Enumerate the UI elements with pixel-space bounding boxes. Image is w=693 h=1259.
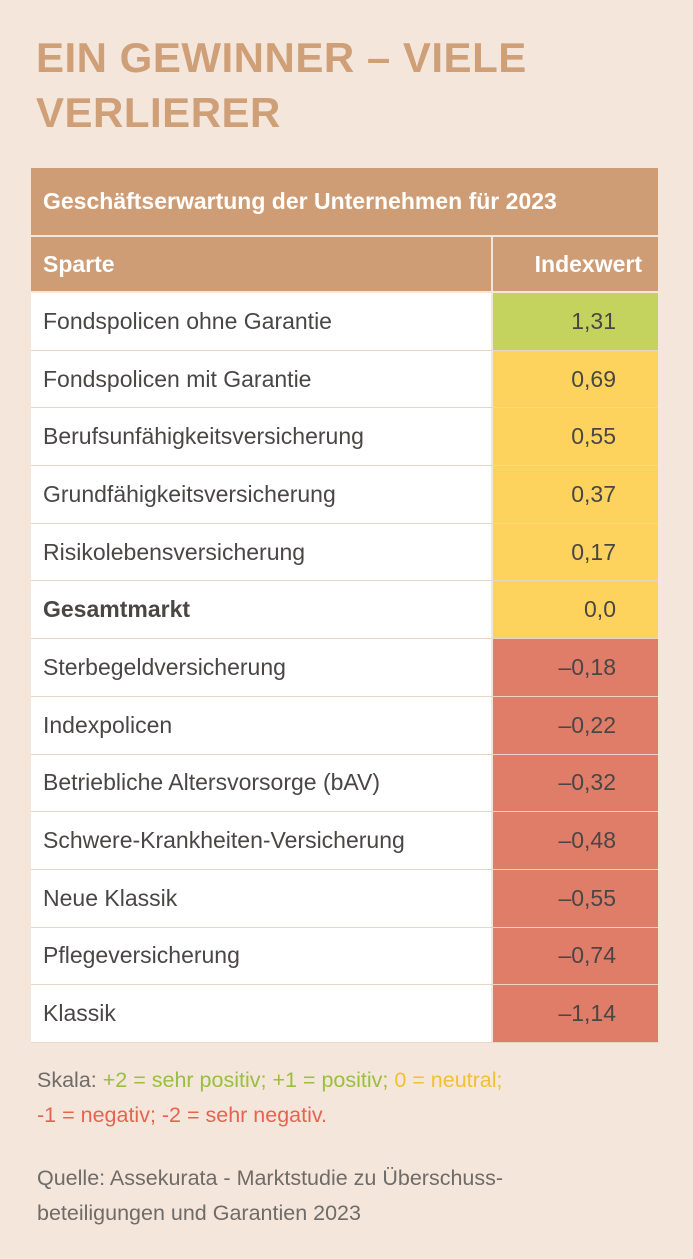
row-value: 0,0 — [493, 581, 658, 639]
row-value: –1,14 — [493, 985, 658, 1042]
table-row: Pflegeversicherung –0,74 — [31, 927, 658, 986]
source-line-1: Quelle: Assekurata - Marktstudie zu Über… — [37, 1166, 504, 1190]
row-value: –0,22 — [493, 696, 658, 754]
row-value: 0,17 — [493, 523, 658, 581]
row-value: 1,31 — [493, 293, 658, 350]
table-row: Risikolebensversicherung 0,17 — [31, 523, 658, 582]
table-row: Betriebliche Altersvorsorge (bAV) –0,32 — [31, 754, 658, 813]
table-caption: Geschäftserwartung der Unternehmen für 2… — [31, 168, 658, 237]
row-label: Sterbegeldversicherung — [31, 639, 493, 696]
row-label: Gesamtmarkt — [31, 581, 493, 639]
scale-very-positive: +2 = sehr positiv; — [102, 1068, 273, 1092]
source-note: Quelle: Assekurata - Marktstudie zu Über… — [37, 1161, 657, 1231]
row-label: Indexpolicen — [31, 696, 493, 754]
table-row: Berufsunfähigkeitsversicherung 0,55 — [31, 408, 658, 467]
row-label: Fondspolicen ohne Garantie — [31, 293, 493, 350]
column-header-sparte: Sparte — [31, 237, 493, 291]
scale-neutral: 0 = neutral; — [394, 1068, 503, 1092]
table-row: Grundfähigkeitsversicherung 0,37 — [31, 466, 658, 524]
row-value: 0,55 — [493, 408, 658, 466]
scale-negative: -1 = negativ; -2 = sehr negativ. — [37, 1103, 328, 1127]
row-label: Fondspolicen mit Garantie — [31, 350, 493, 408]
table-body: Fondspolicen ohne Garantie 1,31 Fondspolic… — [31, 293, 658, 1043]
index-table: Geschäftserwartung der Unternehmen für 2… — [31, 168, 658, 1043]
table-row: Sterbegeldversicherung –0,18 — [31, 639, 658, 697]
row-label: Pflegeversicherung — [31, 927, 493, 985]
source-line-2: beteiligungen und Garantien 2023 — [37, 1201, 361, 1225]
table-row: Fondspolicen ohne Garantie 1,31 — [31, 293, 658, 351]
row-value: –0,18 — [493, 639, 658, 696]
page-title: EIN GEWINNER – VIELE VERLIERER — [36, 30, 666, 140]
row-label: Risikolebensversicherung — [31, 523, 493, 581]
scale-prefix: Skala: — [37, 1068, 103, 1092]
row-value: –0,32 — [493, 754, 658, 812]
row-value: –0,48 — [493, 812, 658, 869]
column-header-indexwert: Indexwert — [534, 250, 642, 277]
title-line-1: EIN GEWINNER – VIELE — [36, 34, 527, 81]
scale-legend: Skala: +2 = sehr positiv; +1 = positiv; … — [37, 1063, 657, 1133]
row-label: Grundfähigkeitsversicherung — [31, 466, 493, 523]
table-header: Sparte Indexwert — [31, 237, 658, 293]
scale-positive: +1 = positiv; — [272, 1068, 395, 1092]
row-value: 0,37 — [493, 466, 658, 523]
row-label: Berufsunfähigkeitsversicherung — [31, 408, 493, 466]
table-row: Gesamtmarkt 0,0 — [31, 581, 658, 640]
row-value: –0,74 — [493, 927, 658, 985]
table-row: Fondspolicen mit Garantie 0,69 — [31, 350, 658, 409]
row-label: Klassik — [31, 985, 493, 1042]
row-value: –0,55 — [493, 869, 658, 927]
title-line-2: VERLIERER — [36, 89, 281, 136]
table-row: Indexpolicen –0,22 — [31, 696, 658, 755]
row-label: Neue Klassik — [31, 869, 493, 927]
table-row: Klassik –1,14 — [31, 985, 658, 1043]
table-row: Schwere-Krankheiten-Versicherung –0,48 — [31, 812, 658, 870]
row-label: Betriebliche Altersvorsorge (bAV) — [31, 754, 493, 812]
table-row: Neue Klassik –0,55 — [31, 869, 658, 928]
row-label: Schwere-Krankheiten-Versicherung — [31, 812, 493, 869]
row-value: 0,69 — [493, 350, 658, 408]
